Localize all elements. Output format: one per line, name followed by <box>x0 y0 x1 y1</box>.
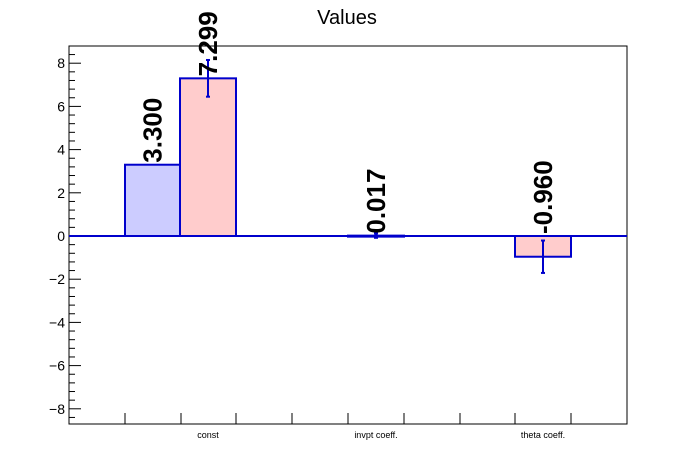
error-bars <box>206 58 545 274</box>
x-category-label: const <box>197 430 219 440</box>
data-label: 3.300 <box>138 98 168 163</box>
data-label: 7.299 <box>193 11 223 76</box>
y-tick-label: 0 <box>57 228 65 244</box>
y-tick-label: −4 <box>49 314 65 330</box>
y-tick-label: 2 <box>57 185 65 201</box>
data-label: -0.960 <box>528 160 558 234</box>
data-labels: 3.300 7.299 0.017 -0.960 <box>138 11 559 234</box>
x-axis: const invpt coeff. theta coeff. <box>124 413 572 440</box>
chart-title: Values <box>317 7 377 29</box>
bars <box>124 77 572 258</box>
bar <box>124 163 181 237</box>
y-tick-label: −8 <box>49 401 65 417</box>
y-tick-label: 6 <box>57 98 65 114</box>
data-label: 0.017 <box>361 169 391 234</box>
y-tick-label: −2 <box>49 271 65 287</box>
y-tick-label: −6 <box>49 358 65 374</box>
bar <box>179 77 237 237</box>
y-tick-label: 8 <box>57 55 65 71</box>
y-tick-label: 4 <box>57 142 65 158</box>
x-category-label: theta coeff. <box>521 430 565 440</box>
x-category-label: invpt coeff. <box>354 430 397 440</box>
